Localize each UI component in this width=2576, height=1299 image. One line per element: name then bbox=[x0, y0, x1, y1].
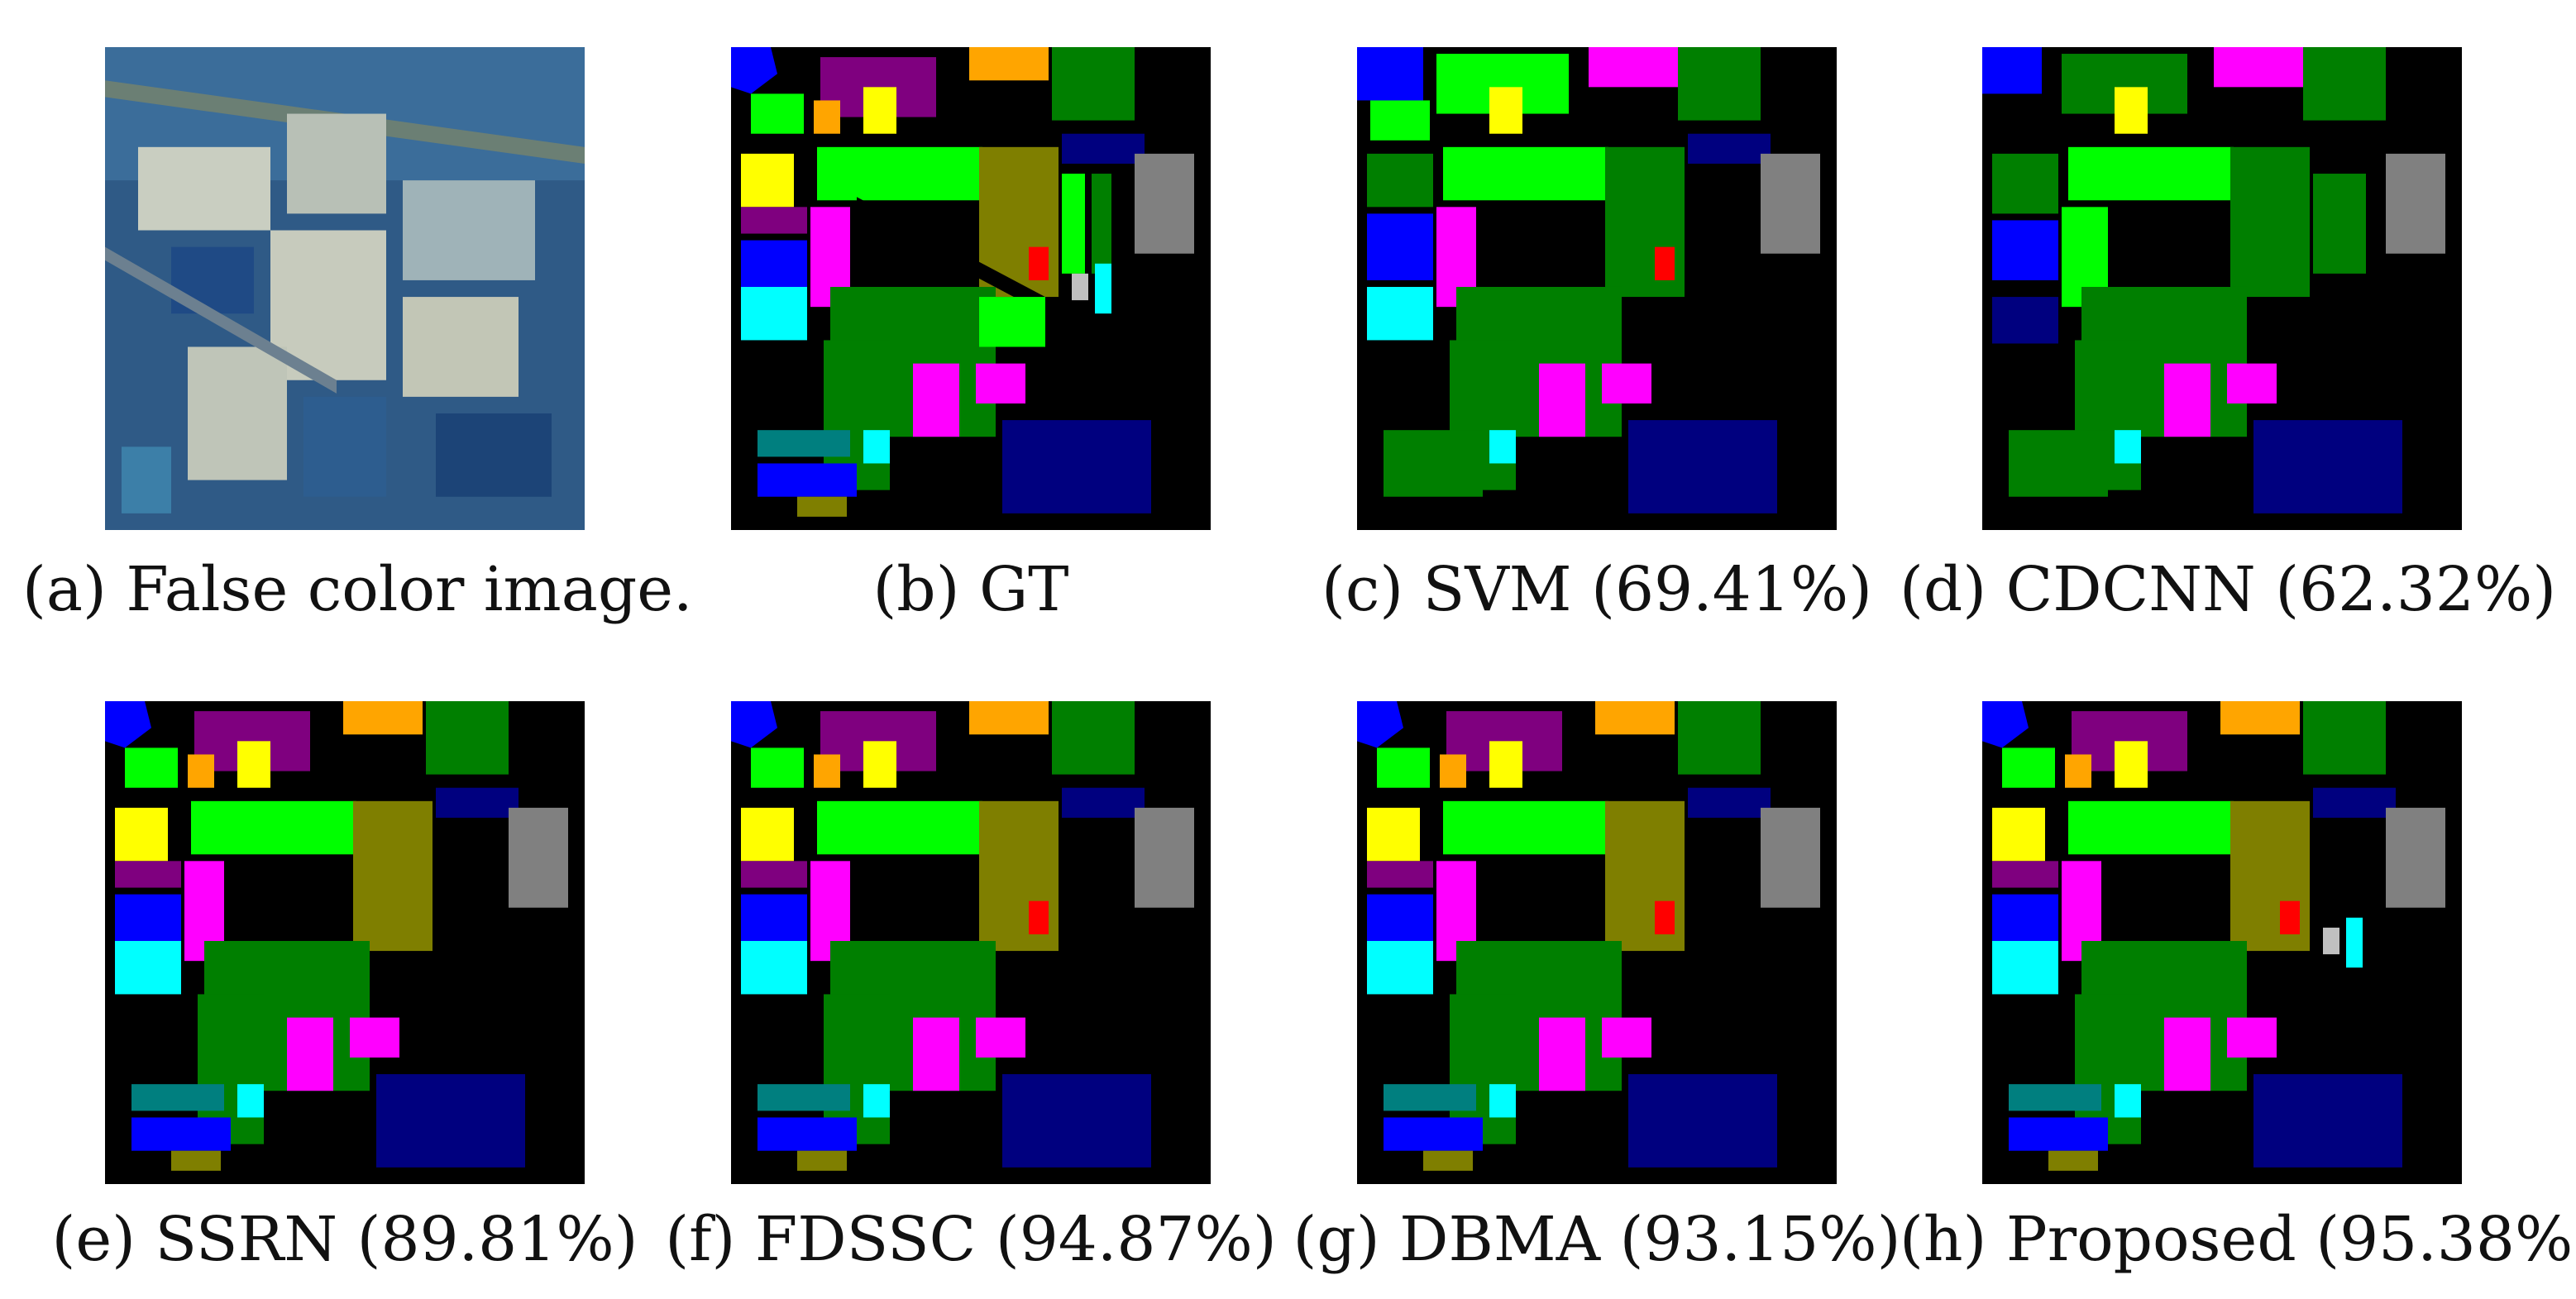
panel-h-proposed-map bbox=[1982, 701, 2462, 1184]
dbma-classification-map bbox=[1357, 701, 1837, 1184]
caption-c: (c) SVM (69.41%) bbox=[1321, 554, 1873, 625]
caption-a: (a) False color image. bbox=[22, 554, 693, 625]
svm-classification-map bbox=[1357, 47, 1837, 530]
panel-d-cdcnn-map bbox=[1982, 47, 2462, 530]
ground-truth-map bbox=[731, 47, 1211, 530]
caption-g: (g) DBMA (93.15%) bbox=[1293, 1204, 1901, 1275]
caption-d: (d) CDCNN (62.32%) bbox=[1900, 554, 2557, 625]
panel-g-dbma-map bbox=[1357, 701, 1837, 1184]
caption-b: (b) GT bbox=[872, 554, 1069, 625]
proposed-classification-map bbox=[1982, 701, 2462, 1184]
panel-c-svm-map bbox=[1357, 47, 1837, 530]
caption-f: (f) FDSSC (94.87%) bbox=[665, 1204, 1277, 1275]
caption-h: (h) Proposed (95.38%) bbox=[1900, 1204, 2576, 1275]
panel-e-ssrn-map bbox=[105, 701, 585, 1184]
false-color-image bbox=[105, 47, 585, 530]
ssrn-classification-map bbox=[105, 701, 585, 1184]
panel-a-false-color-image bbox=[105, 47, 585, 530]
fdssc-classification-map bbox=[731, 701, 1211, 1184]
panel-f-fdssc-map bbox=[731, 701, 1211, 1184]
panel-b-ground-truth-map bbox=[731, 47, 1211, 530]
cdcnn-classification-map bbox=[1982, 47, 2462, 530]
caption-e: (e) SSRN (89.81%) bbox=[51, 1204, 638, 1275]
